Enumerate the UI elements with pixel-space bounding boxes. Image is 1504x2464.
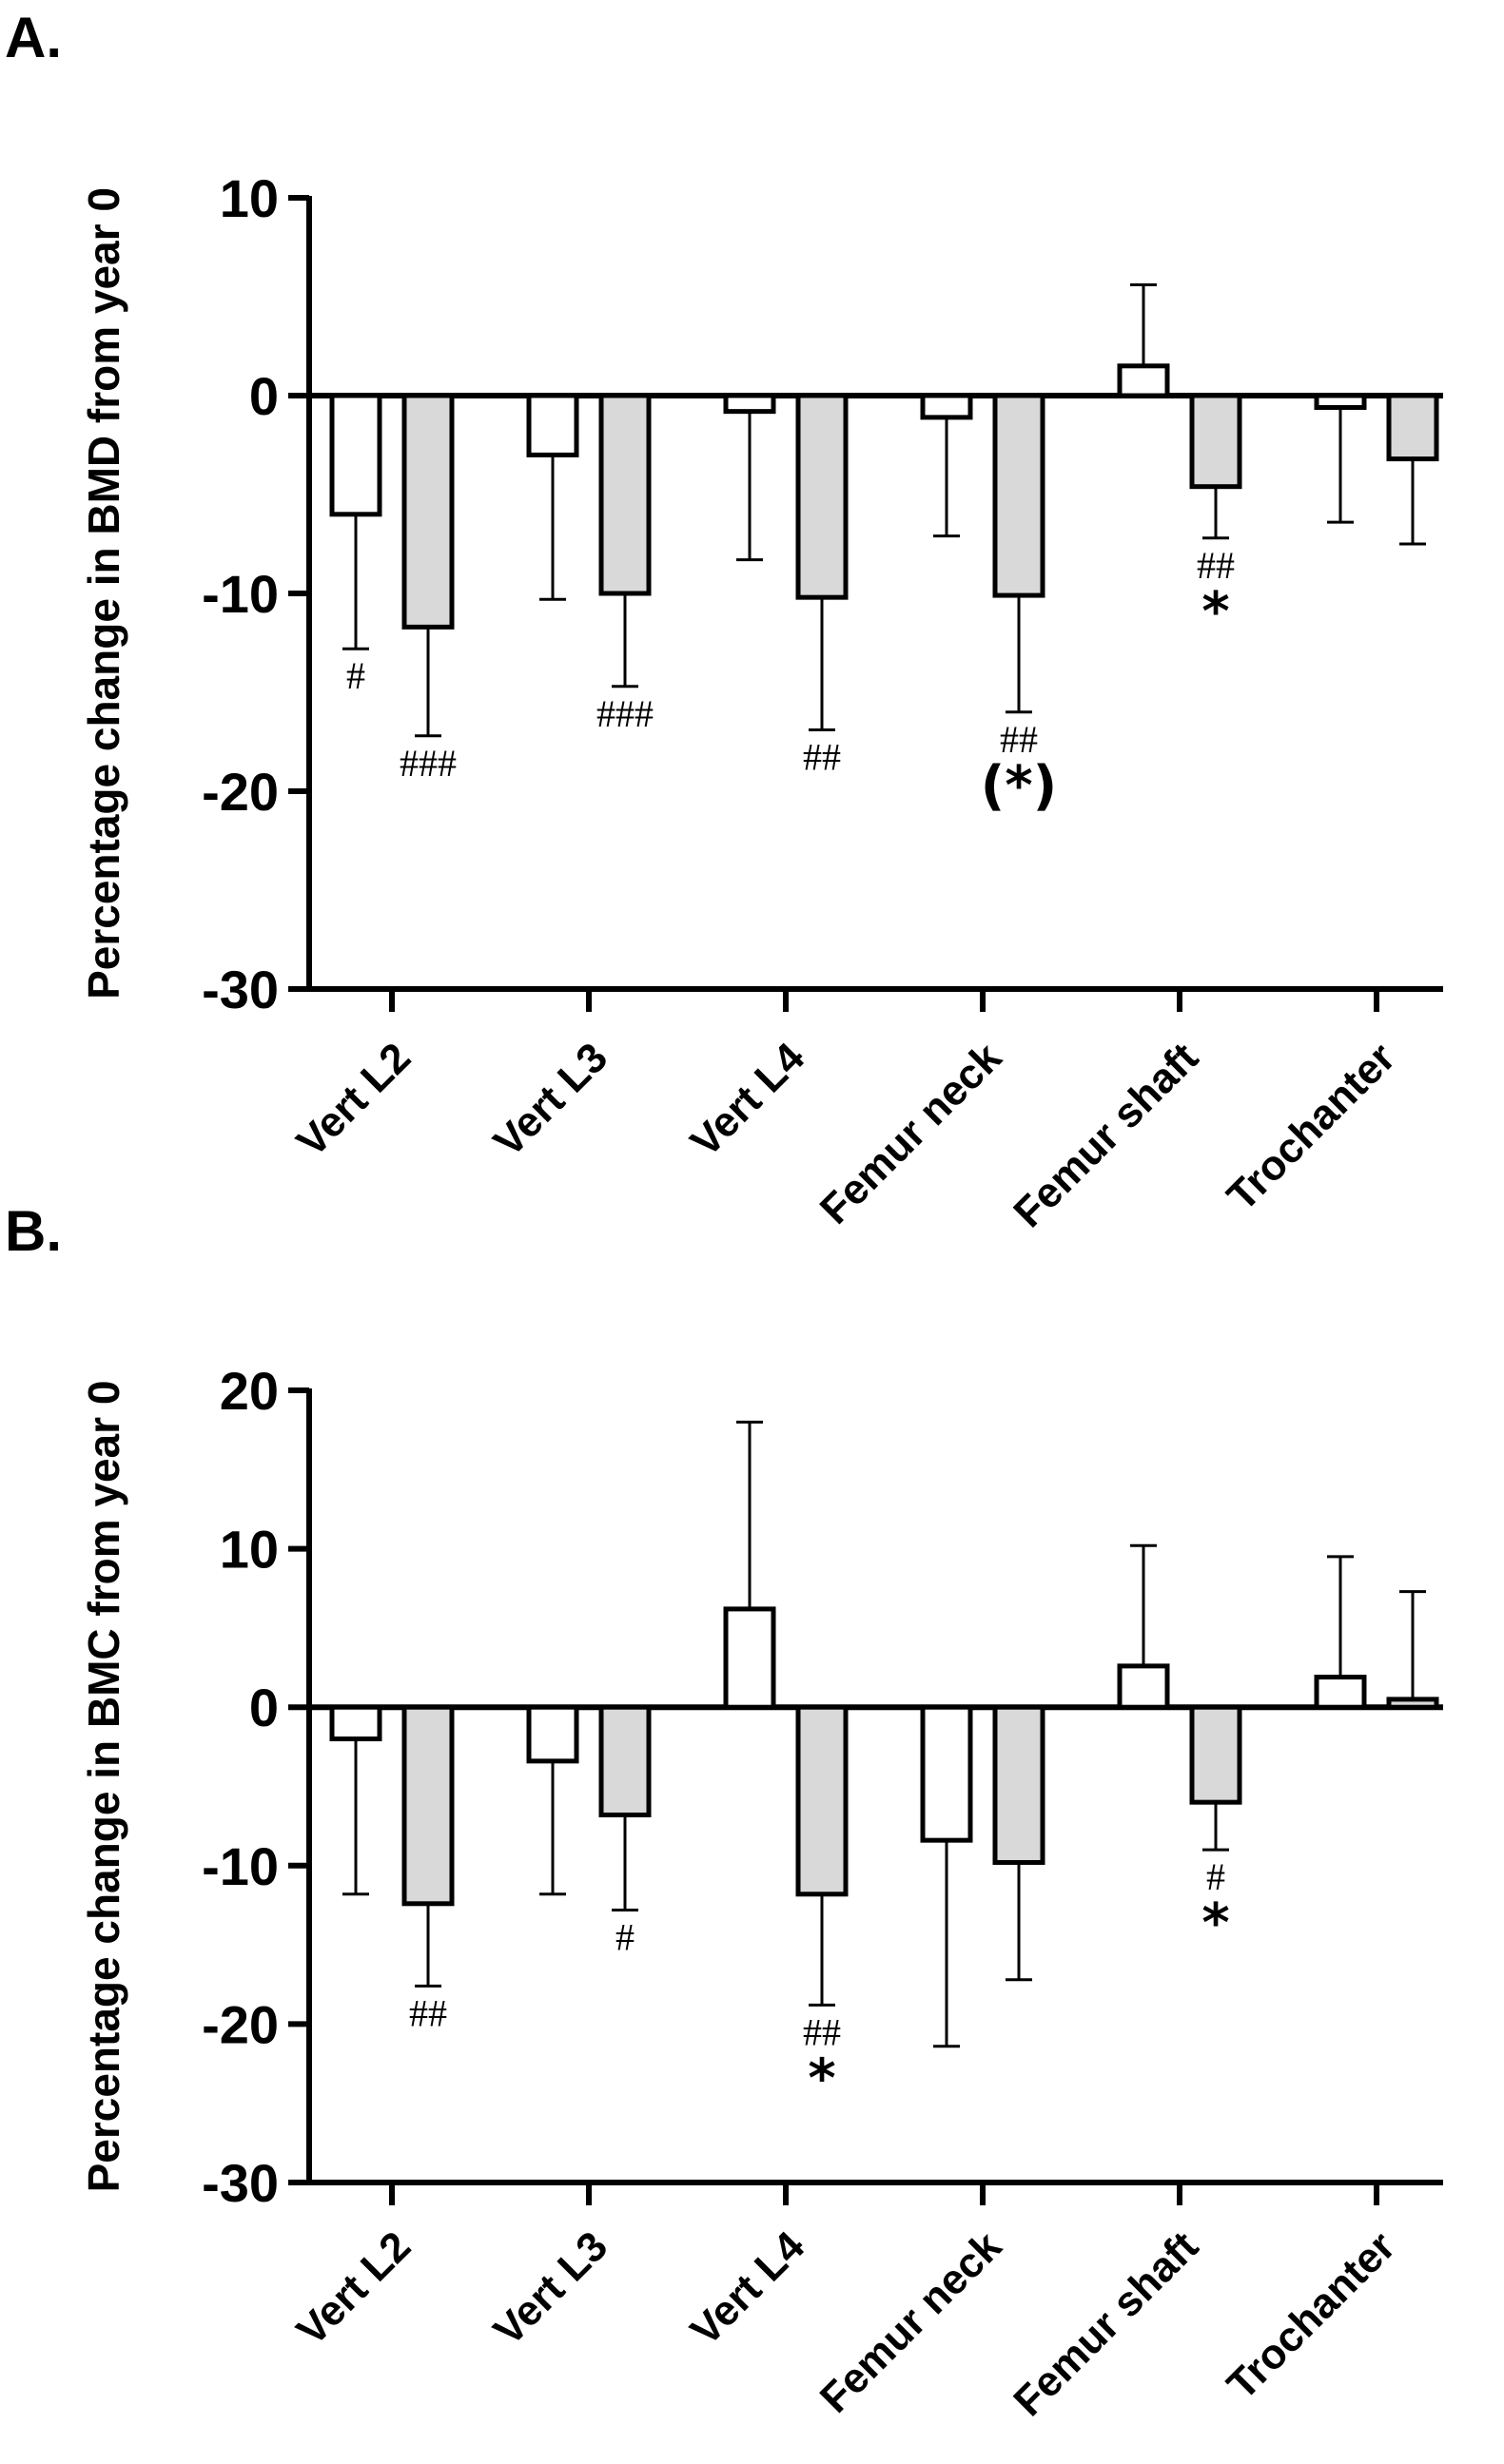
bar-grey bbox=[598, 393, 652, 596]
y-tick-label: -10 bbox=[202, 1836, 279, 1896]
significance-hash: ## bbox=[409, 1991, 447, 2034]
bar-grey bbox=[1189, 1704, 1242, 1805]
bar-grey bbox=[1386, 1697, 1439, 1710]
bar-grey bbox=[598, 1704, 652, 1817]
y-tick-label: 10 bbox=[220, 168, 279, 228]
y-tick-label: -30 bbox=[202, 960, 279, 1019]
significance-hash: ### bbox=[596, 692, 654, 735]
significance-hash: ## bbox=[803, 736, 841, 779]
x-tick-label: Trochanter bbox=[1219, 2222, 1404, 2408]
bar-open bbox=[1314, 1675, 1367, 1710]
y-tick-label: -30 bbox=[202, 2153, 279, 2213]
bar-grey bbox=[401, 1704, 455, 1907]
x-tick-label: Vert L2 bbox=[288, 1034, 420, 1165]
x-tick-label: Femur shaft bbox=[1005, 2222, 1207, 2425]
significance-hash: # bbox=[615, 1915, 635, 1958]
bar-grey bbox=[992, 393, 1045, 598]
bar-grey bbox=[401, 393, 455, 630]
bar-open bbox=[526, 393, 579, 457]
significance-star: * bbox=[1201, 1892, 1229, 1954]
x-tick-label: Vert L4 bbox=[682, 2222, 814, 2355]
bar-grey bbox=[992, 1704, 1045, 1865]
significance-hash: ### bbox=[400, 742, 457, 785]
x-tick-label: Vert L4 bbox=[682, 1034, 814, 1166]
significance-hash: # bbox=[346, 654, 365, 697]
bar-grey bbox=[795, 1704, 849, 1897]
y-tick-label: 0 bbox=[249, 366, 279, 426]
x-tick-label: Femur neck bbox=[811, 2222, 1011, 2422]
y-tick-label: -20 bbox=[202, 762, 279, 822]
y-tick-label: -20 bbox=[202, 1994, 279, 2054]
y-axis-title: Percentage change in BMC from year 0 bbox=[79, 1381, 128, 2193]
x-tick-label: Vert L3 bbox=[485, 1034, 616, 1165]
bar-open bbox=[1117, 363, 1170, 398]
bar-open bbox=[920, 1704, 973, 1843]
significance-hash: ## bbox=[1197, 544, 1235, 587]
y-tick-label: 20 bbox=[220, 1361, 279, 1421]
bar-grey bbox=[1386, 393, 1439, 462]
significance-star: * bbox=[1201, 581, 1229, 643]
bar-open bbox=[1314, 393, 1367, 410]
significance-star: * bbox=[808, 2047, 835, 2109]
significance-hash: ## bbox=[803, 2010, 841, 2053]
x-tick-label: Femur neck bbox=[811, 1034, 1011, 1233]
y-tick-label: 10 bbox=[220, 1520, 279, 1580]
bar-grey bbox=[795, 393, 849, 600]
bar-grey bbox=[1189, 393, 1242, 490]
x-tick-label: Femur shaft bbox=[1005, 1034, 1207, 1236]
y-tick-label: -10 bbox=[202, 564, 279, 624]
panel-label: B. bbox=[5, 1199, 62, 1263]
bar-open bbox=[1117, 1663, 1170, 1710]
bar-open bbox=[723, 393, 776, 415]
bar-open bbox=[526, 1704, 579, 1764]
bar-open bbox=[723, 1606, 776, 1710]
significance-star: (*) bbox=[981, 755, 1057, 817]
bar-open bbox=[329, 1704, 382, 1742]
significance-hash: # bbox=[1206, 1855, 1225, 1898]
bar-open bbox=[329, 393, 382, 517]
significance-hash: ## bbox=[1000, 718, 1038, 761]
x-tick-label: Vert L2 bbox=[288, 2222, 420, 2354]
panel-label: A. bbox=[5, 6, 62, 69]
y-axis-title: Percentage change in BMD from year 0 bbox=[79, 187, 128, 999]
y-tick-label: 0 bbox=[249, 1678, 279, 1737]
x-tick-label: Trochanter bbox=[1219, 1034, 1404, 1219]
x-tick-label: Vert L3 bbox=[485, 2222, 616, 2354]
bar-open bbox=[920, 393, 973, 420]
